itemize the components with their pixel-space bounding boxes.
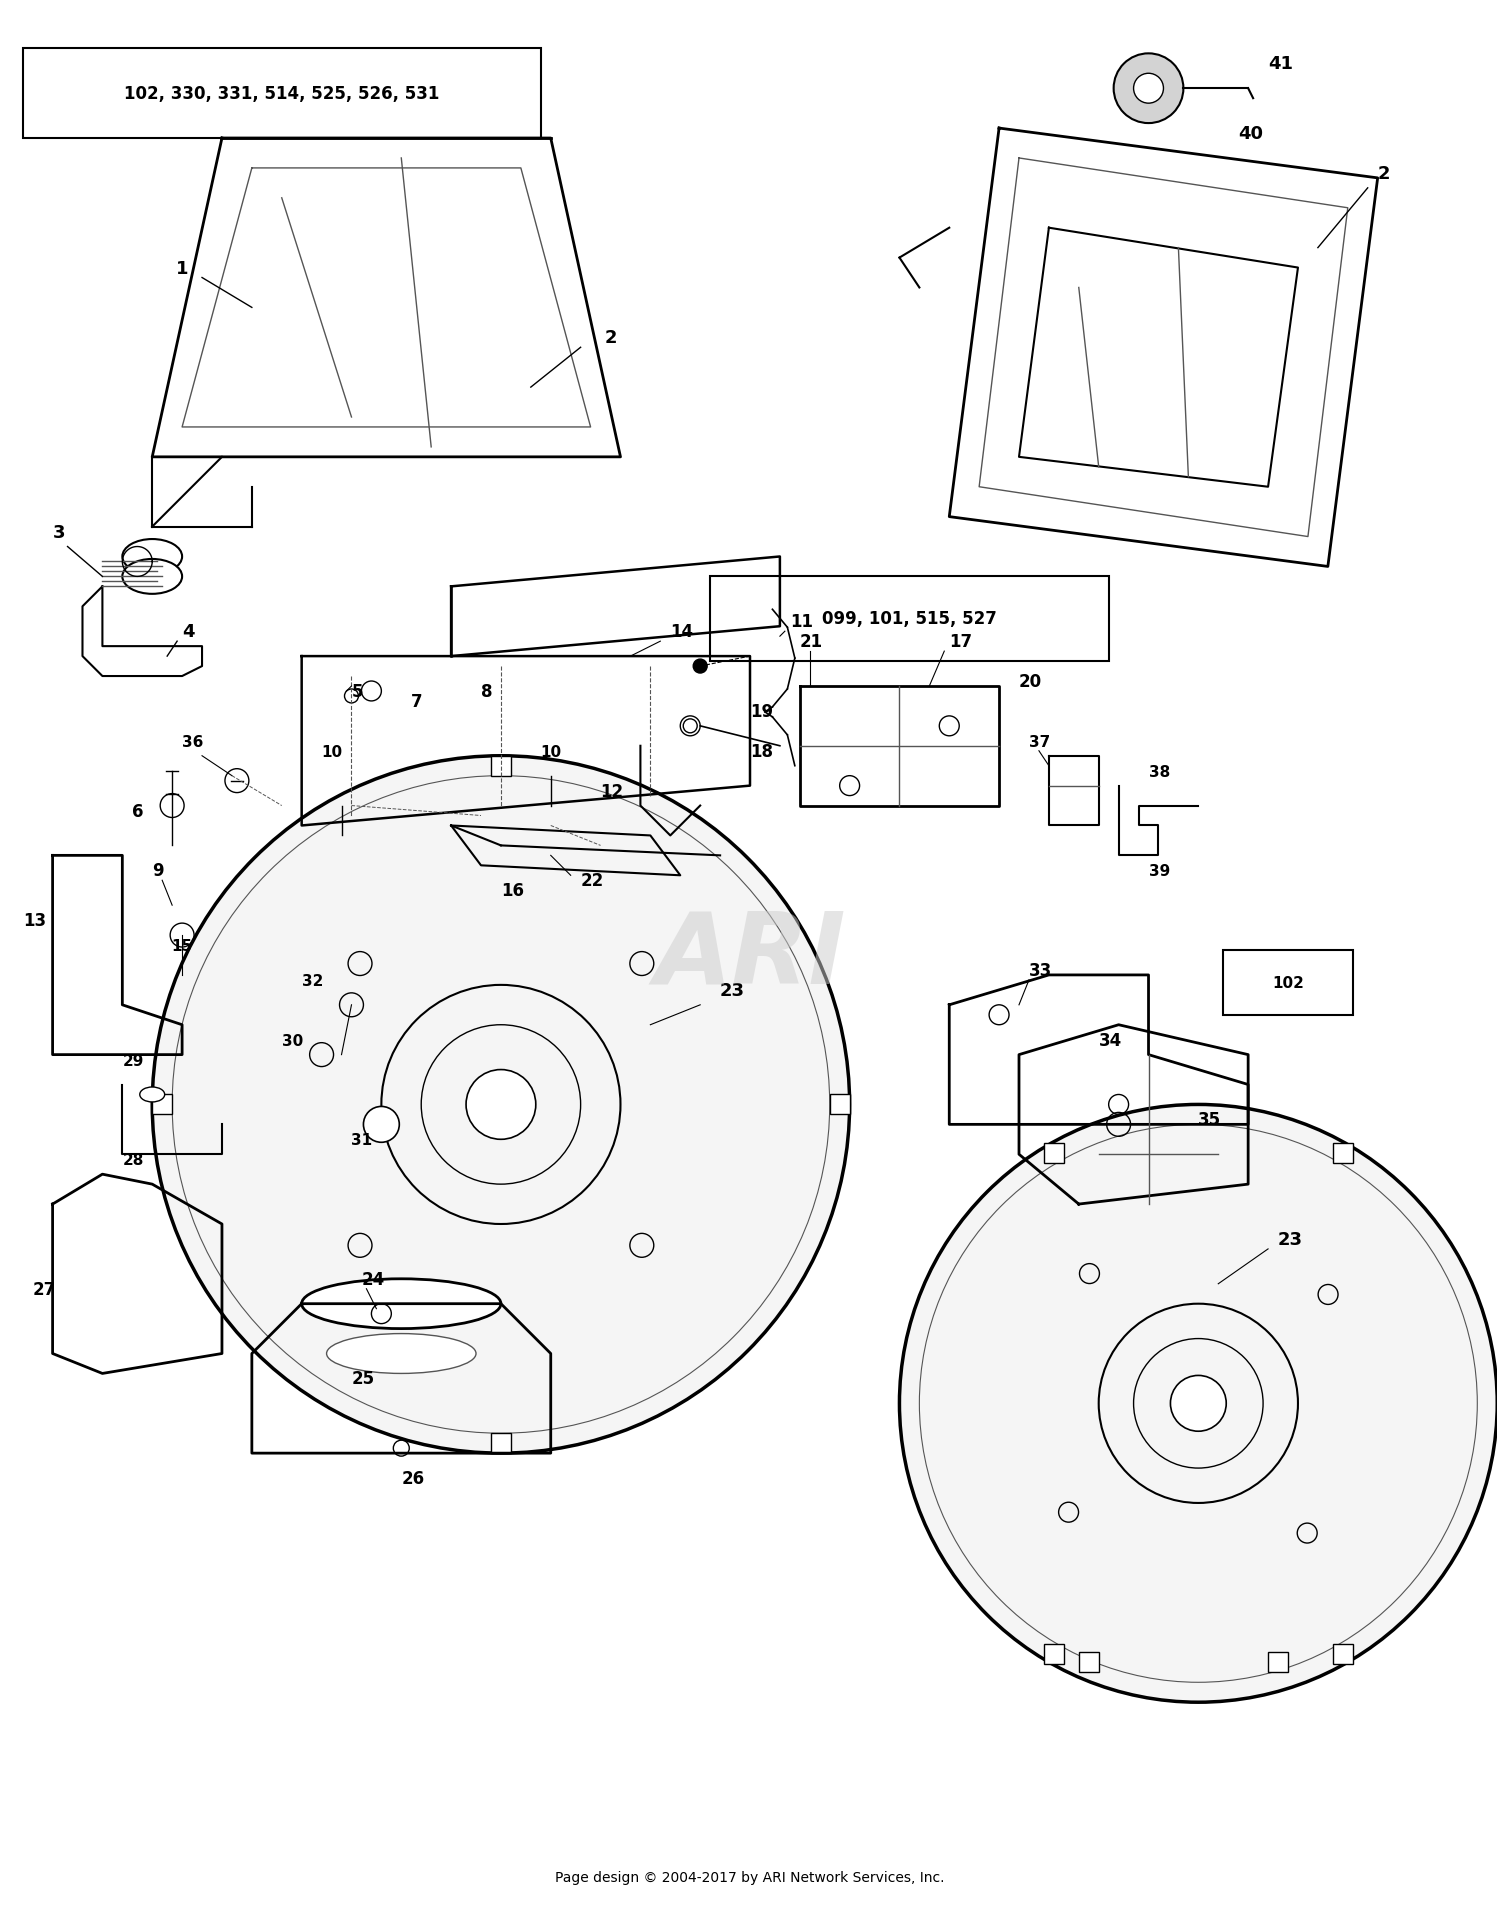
Text: 13: 13	[22, 912, 46, 930]
Text: 26: 26	[402, 1469, 424, 1488]
Text: 17: 17	[950, 632, 972, 652]
Circle shape	[466, 1071, 536, 1139]
Text: 41: 41	[1268, 55, 1293, 72]
Text: 30: 30	[282, 1033, 303, 1048]
Text: 36: 36	[182, 735, 204, 749]
Text: 31: 31	[351, 1133, 372, 1147]
Bar	[1078, 1652, 1098, 1673]
Circle shape	[1170, 1375, 1226, 1431]
Text: 25: 25	[351, 1370, 375, 1387]
Text: 2: 2	[1377, 166, 1390, 183]
Text: 8: 8	[482, 682, 492, 701]
Text: 20: 20	[1019, 672, 1042, 692]
Text: 10: 10	[542, 745, 562, 760]
Text: Page design © 2004-2017 by ARI Network Services, Inc.: Page design © 2004-2017 by ARI Network S…	[555, 1869, 945, 1884]
Text: 27: 27	[33, 1280, 56, 1297]
Text: 38: 38	[1149, 764, 1170, 779]
Circle shape	[1113, 55, 1184, 124]
Text: 102: 102	[1272, 975, 1304, 991]
Ellipse shape	[327, 1334, 476, 1374]
Text: 39: 39	[1149, 863, 1170, 878]
Circle shape	[152, 756, 849, 1454]
Text: 7: 7	[411, 693, 423, 711]
Text: 29: 29	[123, 1053, 144, 1069]
Text: 5: 5	[351, 682, 363, 701]
Circle shape	[363, 1107, 399, 1143]
Text: 24: 24	[362, 1271, 384, 1288]
Text: 21: 21	[800, 632, 824, 652]
Text: 19: 19	[750, 703, 772, 720]
Text: 37: 37	[1029, 735, 1050, 749]
Text: 35: 35	[1198, 1111, 1221, 1130]
Bar	[152, 1095, 172, 1114]
Circle shape	[372, 1305, 392, 1324]
Bar	[1044, 1143, 1064, 1164]
Text: 6: 6	[132, 802, 144, 819]
FancyBboxPatch shape	[710, 577, 1108, 661]
Bar	[490, 756, 512, 775]
Text: 1: 1	[176, 259, 189, 278]
Text: 4: 4	[182, 623, 195, 640]
Text: 12: 12	[600, 783, 624, 800]
Text: ARI: ARI	[654, 907, 846, 1004]
Text: 16: 16	[501, 882, 524, 899]
Ellipse shape	[302, 1278, 501, 1330]
Bar	[830, 1095, 849, 1114]
Bar	[490, 1433, 512, 1454]
FancyBboxPatch shape	[22, 50, 542, 139]
FancyBboxPatch shape	[1222, 951, 1353, 1015]
Text: 32: 32	[302, 973, 322, 989]
Text: 22: 22	[580, 872, 604, 890]
Text: 23: 23	[720, 981, 746, 1000]
Bar	[1334, 1644, 1353, 1663]
Text: 102, 330, 331, 514, 525, 526, 531: 102, 330, 331, 514, 525, 526, 531	[124, 86, 439, 103]
Text: 14: 14	[670, 623, 693, 640]
Text: 3: 3	[53, 524, 64, 541]
Ellipse shape	[123, 539, 182, 575]
Circle shape	[900, 1105, 1497, 1703]
Text: 23: 23	[1278, 1231, 1304, 1248]
Circle shape	[693, 659, 706, 674]
Circle shape	[393, 1440, 410, 1455]
Text: 099, 101, 515, 527: 099, 101, 515, 527	[822, 610, 998, 629]
Text: 33: 33	[1029, 962, 1051, 979]
Bar	[1044, 1644, 1064, 1663]
Text: 2: 2	[604, 330, 616, 347]
Text: 9: 9	[152, 861, 164, 880]
Bar	[1334, 1143, 1353, 1164]
Circle shape	[1134, 74, 1164, 105]
Ellipse shape	[123, 560, 182, 594]
Text: 10: 10	[321, 745, 342, 760]
Bar	[1268, 1652, 1288, 1673]
Text: 28: 28	[123, 1153, 144, 1168]
Text: 34: 34	[1098, 1031, 1122, 1050]
Text: 18: 18	[750, 743, 772, 760]
Text: 15: 15	[171, 939, 192, 954]
Text: 11: 11	[790, 613, 813, 631]
Text: 40: 40	[1238, 126, 1263, 143]
Ellipse shape	[140, 1088, 165, 1103]
